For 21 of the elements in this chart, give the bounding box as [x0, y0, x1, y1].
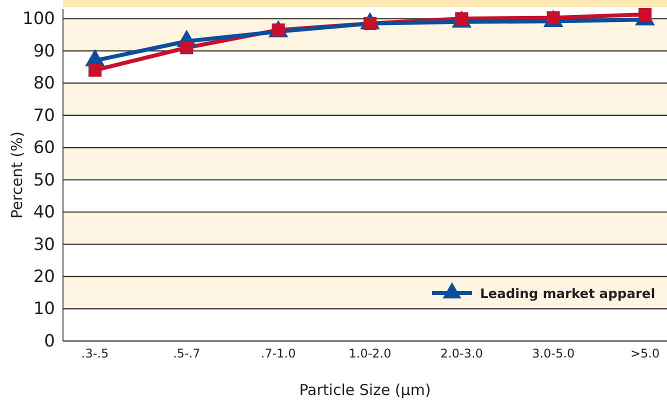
x-tick-label: >5.0: [630, 346, 660, 361]
y-tick-label: 90: [33, 41, 55, 62]
x-tick-label: .5-.7: [173, 346, 200, 361]
y-tick-label: 60: [33, 138, 55, 158]
y-tick-label: 30: [33, 234, 55, 255]
x-tick-label: 3.0-5.0: [532, 346, 575, 361]
x-axis-title: Particle Size (µm): [299, 381, 431, 399]
y-tick-label: 0: [44, 331, 55, 352]
y-tick-label: 80: [33, 74, 55, 94]
y-tick-label: 70: [33, 106, 55, 126]
x-tick-label: .7-1.0: [260, 346, 296, 361]
legend-label: Leading market apparel: [480, 287, 656, 302]
y-tick-label: 50: [33, 170, 55, 190]
x-tick-label: 1.0-2.0: [348, 346, 392, 361]
x-tick-label: .3-.5: [81, 346, 109, 361]
y-tick-label: 40: [33, 202, 55, 223]
y-tick-label: 20: [33, 266, 55, 287]
y-tick-label: 10: [33, 299, 55, 320]
x-tick-label: 2.0-3.0: [440, 346, 483, 361]
y-axis-title: Percent (%): [8, 131, 26, 219]
y-tick-label: 100: [22, 9, 55, 30]
